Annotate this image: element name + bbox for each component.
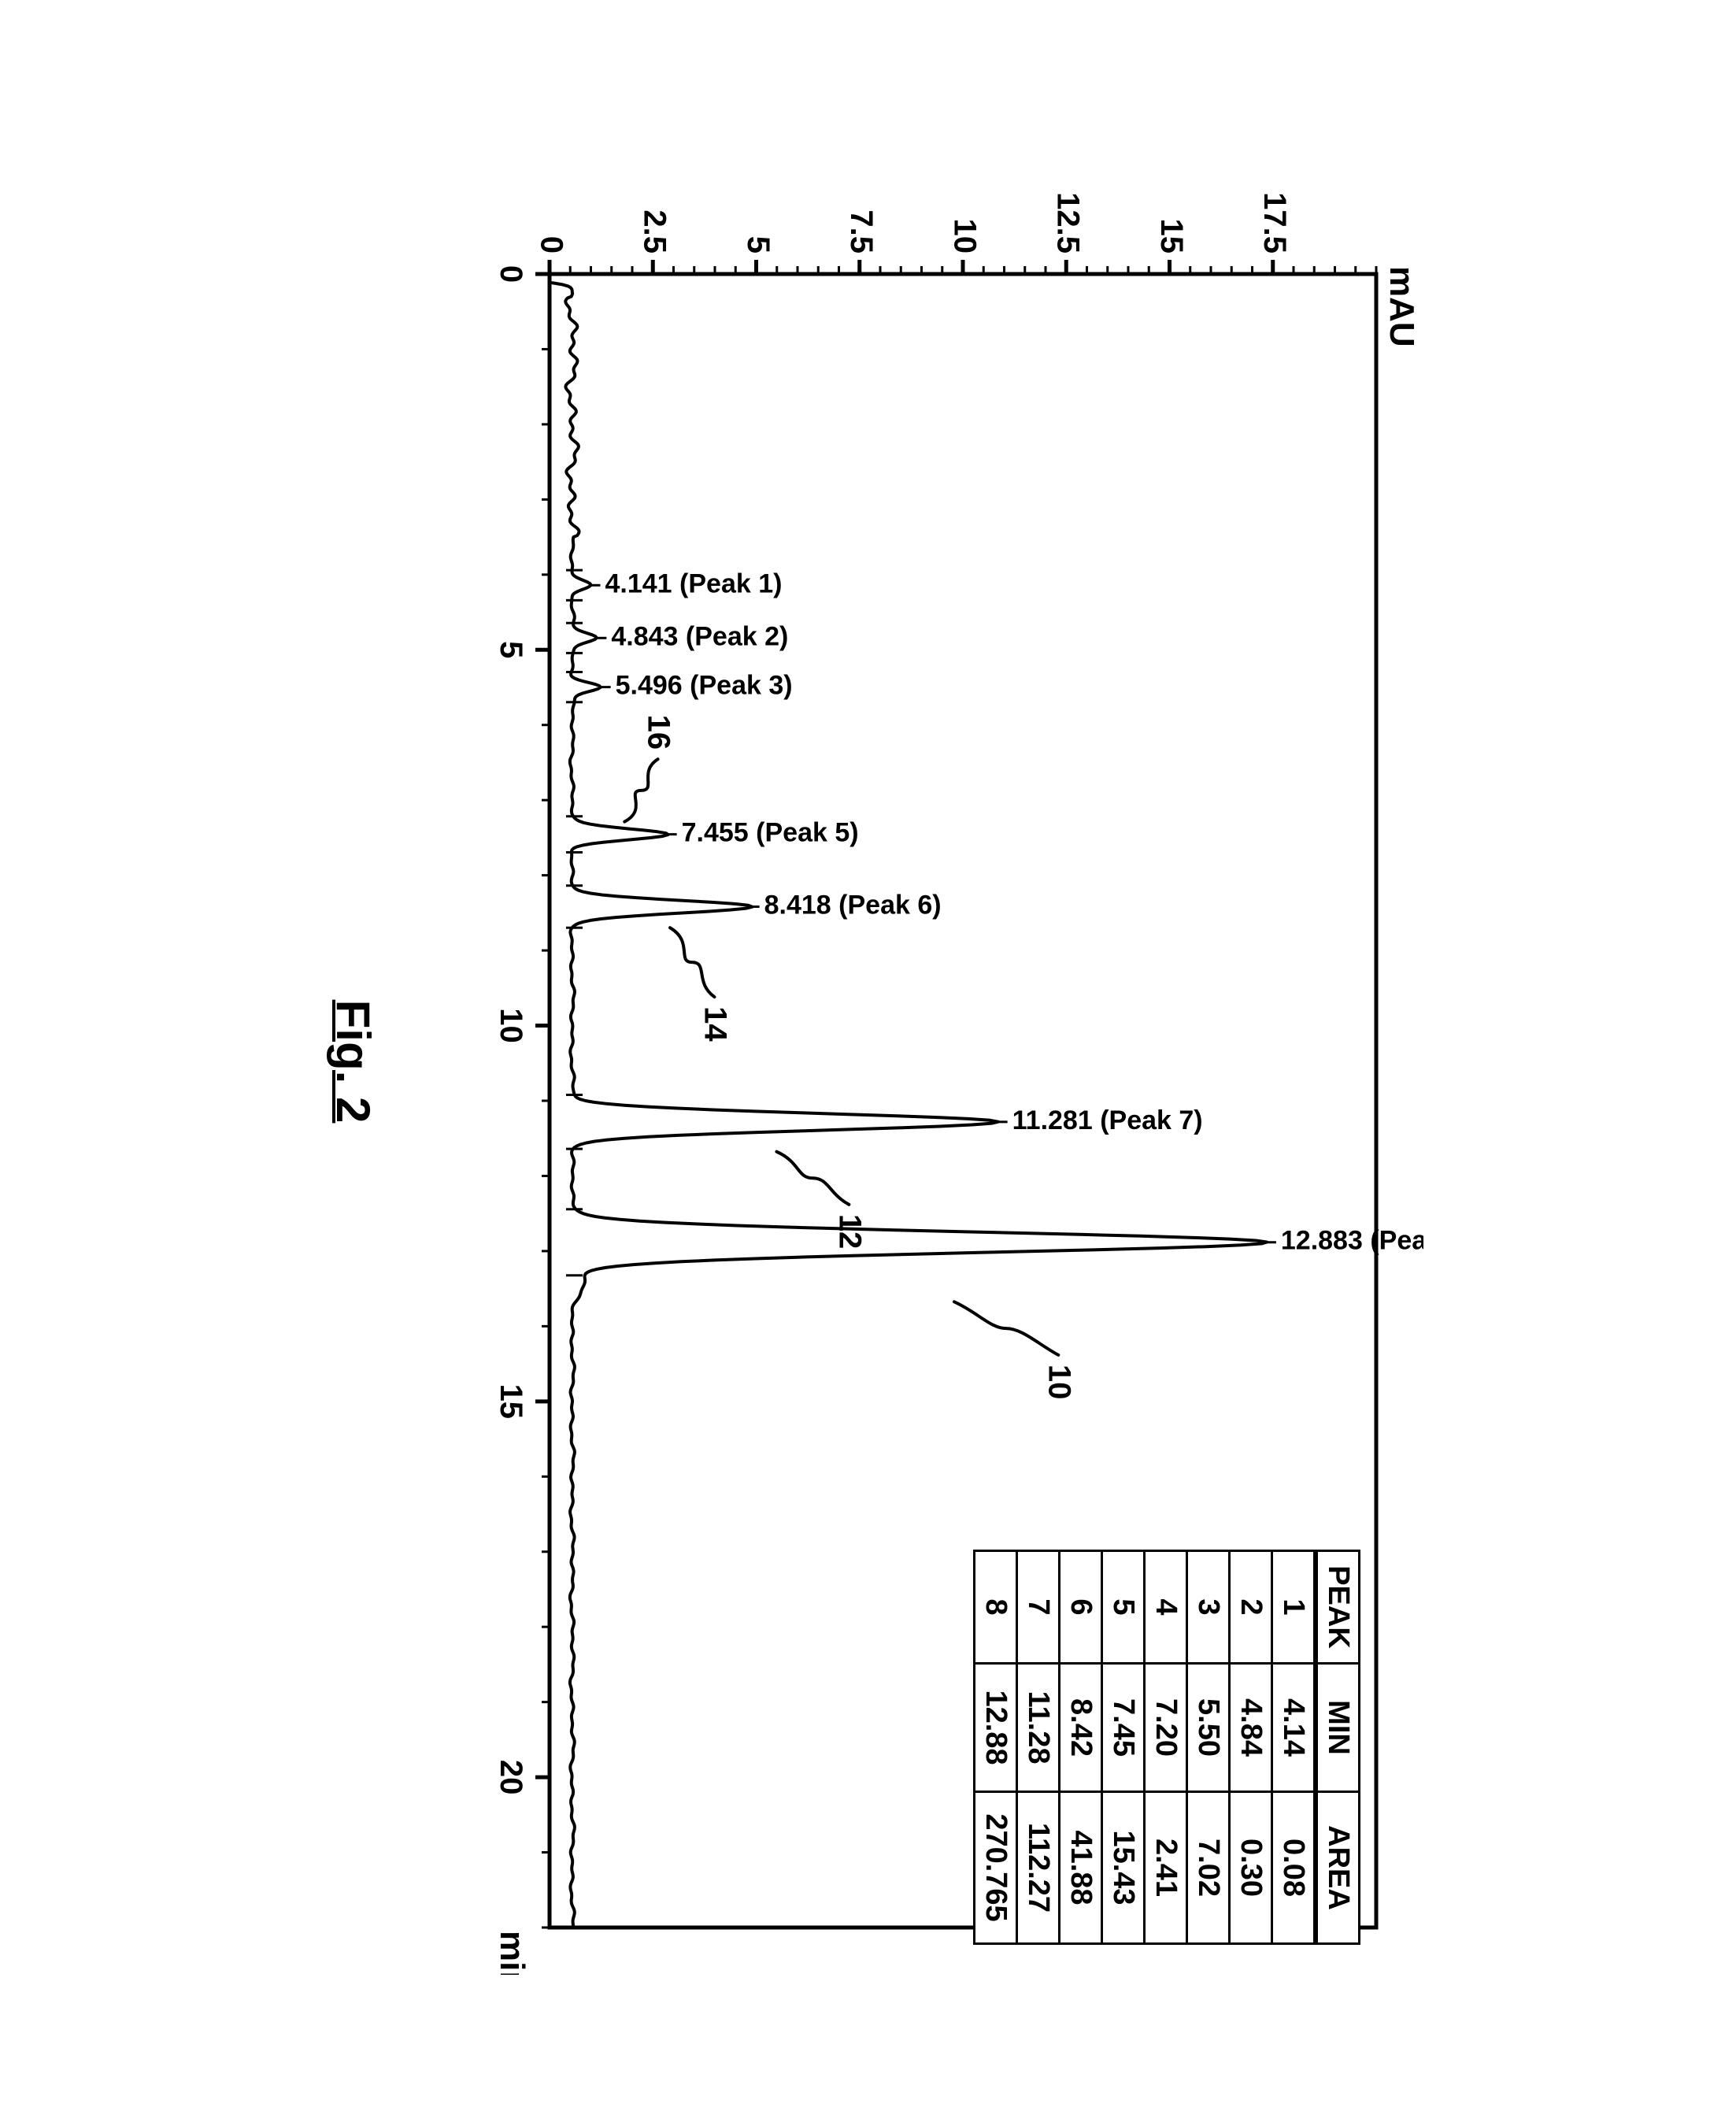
svg-text:5.496 (Peak 3): 5.496 (Peak 3) <box>615 670 792 700</box>
svg-text:5: 5 <box>740 235 775 253</box>
table-row: 24.840.30 <box>1229 1550 1271 1943</box>
table-row: 35.507.02 <box>1186 1550 1229 1943</box>
peak-table-cell: 6 <box>1059 1550 1101 1663</box>
peak-table: PEAKMINAREA14.140.0824.840.3035.507.0247… <box>973 1550 1360 1945</box>
svg-text:12: 12 <box>832 1213 867 1249</box>
svg-text:5: 5 <box>494 641 528 658</box>
svg-text:0: 0 <box>494 265 528 282</box>
peak-table-cell: 7.02 <box>1186 1791 1229 1943</box>
svg-text:7.455 (Peak 5): 7.455 (Peak 5) <box>681 817 858 847</box>
svg-text:7.5: 7.5 <box>844 209 879 254</box>
chart-and-caption: 02.557.51012.51517.5mAU05101520min4.141 … <box>326 148 1423 1975</box>
svg-text:0: 0 <box>534 235 568 253</box>
peak-table-cell: 112.27 <box>1016 1791 1059 1943</box>
peak-table-header: AREA <box>1316 1791 1360 1943</box>
svg-text:15: 15 <box>494 1383 528 1419</box>
peak-table-host: PEAKMINAREA14.140.0824.840.3035.507.0247… <box>973 1550 1360 1945</box>
svg-text:10: 10 <box>1042 1364 1076 1399</box>
table-row: 47.202.41 <box>1144 1550 1186 1943</box>
peak-table-cell: 8.42 <box>1059 1663 1101 1791</box>
svg-text:20: 20 <box>494 1759 528 1794</box>
svg-text:14: 14 <box>698 1006 732 1042</box>
peak-table-cell: 0.30 <box>1229 1791 1271 1943</box>
peak-table-cell: 4.14 <box>1271 1663 1316 1791</box>
svg-text:min: min <box>493 1931 531 1975</box>
table-row: 14.140.08 <box>1271 1550 1316 1943</box>
page-canvas: 02.557.51012.51517.5mAU05101520min4.141 … <box>0 0 1736 2122</box>
peak-table-cell: 7 <box>1016 1550 1059 1663</box>
peak-table-cell: 5 <box>1101 1550 1144 1663</box>
figure-caption: Fig. 2 <box>326 148 380 1975</box>
svg-text:mAU: mAU <box>1383 266 1421 347</box>
svg-text:4.843 (Peak 2): 4.843 (Peak 2) <box>611 621 788 651</box>
peak-table-header: MIN <box>1316 1663 1360 1791</box>
peak-table-cell: 0.08 <box>1271 1791 1316 1943</box>
table-row: 812.88270.765 <box>974 1550 1016 1943</box>
svg-text:11.281 (Peak 7): 11.281 (Peak 7) <box>1012 1105 1202 1135</box>
peak-table-cell: 2.41 <box>1144 1791 1186 1943</box>
peak-table-cell: 11.28 <box>1016 1663 1059 1791</box>
rotated-figure: 02.557.51012.51517.5mAU05101520min4.141 … <box>313 148 1423 1975</box>
svg-text:12.5: 12.5 <box>1050 192 1085 254</box>
table-row: 57.4515.43 <box>1101 1550 1144 1943</box>
svg-text:4.141 (Peak 1): 4.141 (Peak 1) <box>605 568 782 598</box>
peak-table-cell: 41.88 <box>1059 1791 1101 1943</box>
peak-table-cell: 4.84 <box>1229 1663 1271 1791</box>
peak-table-cell: 4 <box>1144 1550 1186 1663</box>
svg-text:8.418 (Peak 6): 8.418 (Peak 6) <box>764 890 941 920</box>
peak-table-header: PEAK <box>1316 1550 1360 1663</box>
svg-text:10: 10 <box>494 1008 528 1043</box>
svg-text:10: 10 <box>947 218 982 254</box>
peak-table-cell: 270.765 <box>974 1791 1016 1943</box>
svg-text:2.5: 2.5 <box>637 209 672 254</box>
peak-table-cell: 3 <box>1186 1550 1229 1663</box>
svg-text:16: 16 <box>641 714 676 750</box>
peak-table-cell: 1 <box>1271 1550 1316 1663</box>
peak-table-cell: 15.43 <box>1101 1791 1144 1943</box>
peak-table-cell: 5.50 <box>1186 1663 1229 1791</box>
peak-table-cell: 7.45 <box>1101 1663 1144 1791</box>
peak-table-cell: 2 <box>1229 1550 1271 1663</box>
peak-table-cell: 7.20 <box>1144 1663 1186 1791</box>
table-row: 711.28112.27 <box>1016 1550 1059 1943</box>
table-row: 68.4241.88 <box>1059 1550 1101 1943</box>
peak-table-cell: 12.88 <box>974 1663 1016 1791</box>
figure-caption-text: Fig. 2 <box>327 999 379 1123</box>
svg-text:15: 15 <box>1153 218 1188 254</box>
svg-text:17.5: 17.5 <box>1257 192 1292 254</box>
peak-table-cell: 8 <box>974 1550 1016 1663</box>
svg-text:12.883 (Peak 8): 12.883 (Peak 8) <box>1280 1225 1423 1255</box>
